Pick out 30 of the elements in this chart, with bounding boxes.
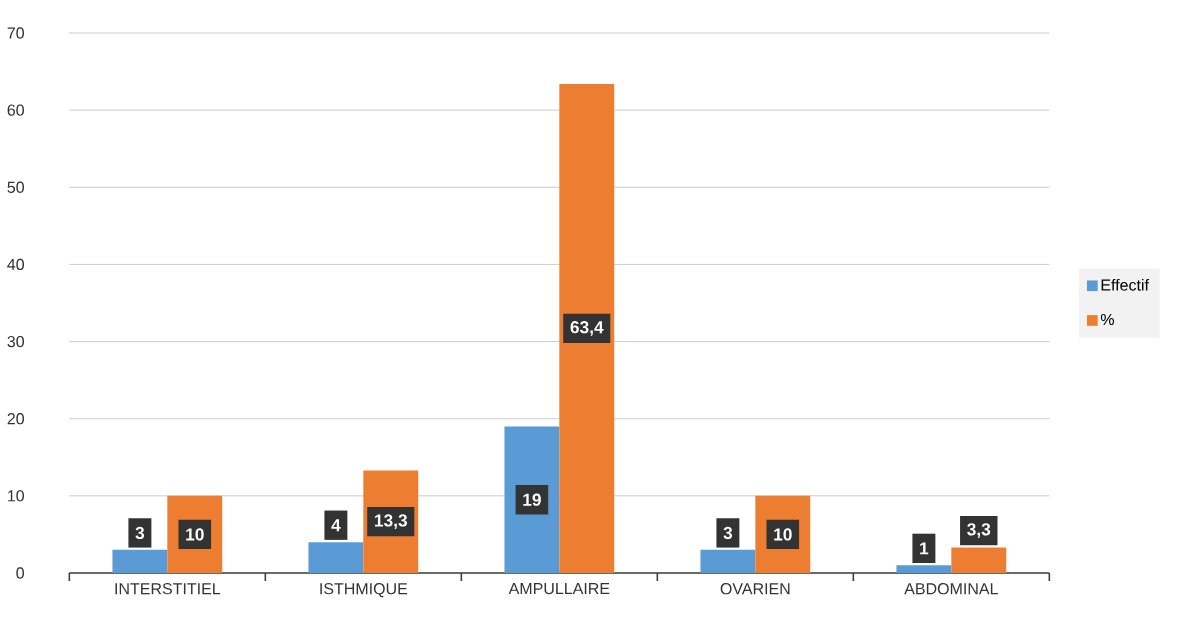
y-tick-label: 60 [7,104,24,116]
bar [308,542,364,573]
data-label: 4 [331,519,341,532]
data-label: 63,4 [570,321,604,336]
x-tick-label: ISTHMIQUE [320,583,408,598]
y-tick-label: 70 [7,27,24,39]
data-label: 3 [135,526,145,540]
legend-label: % [1100,313,1114,326]
y-tick-label: 10 [8,490,24,502]
x-tick-label: AMPULLAIRE [508,583,610,595]
bar [700,549,756,573]
x-tick-label: INTERSTITIEL [115,583,221,595]
data-label: 3,3 [967,523,991,538]
x-tick-label: ABDOMINAL [904,583,998,595]
data-label: 10 [774,528,792,541]
legend-label: Effectif [1101,278,1149,291]
data-label: 3 [723,526,733,540]
data-label: 10 [186,528,204,541]
y-tick-label: 50 [7,181,24,193]
bar [896,565,952,573]
bar [559,83,615,573]
y-tick-label: 30 [7,335,24,348]
data-label: 13,3 [375,514,408,530]
y-tick-label: 20 [7,413,24,425]
data-label: 1 [920,542,929,555]
y-tick-label: 0 [16,567,25,579]
x-tick-label: OVARIEN [720,583,790,595]
bar [112,549,168,573]
data-label: 19 [523,493,541,506]
y-tick-label: 40 [7,258,24,271]
